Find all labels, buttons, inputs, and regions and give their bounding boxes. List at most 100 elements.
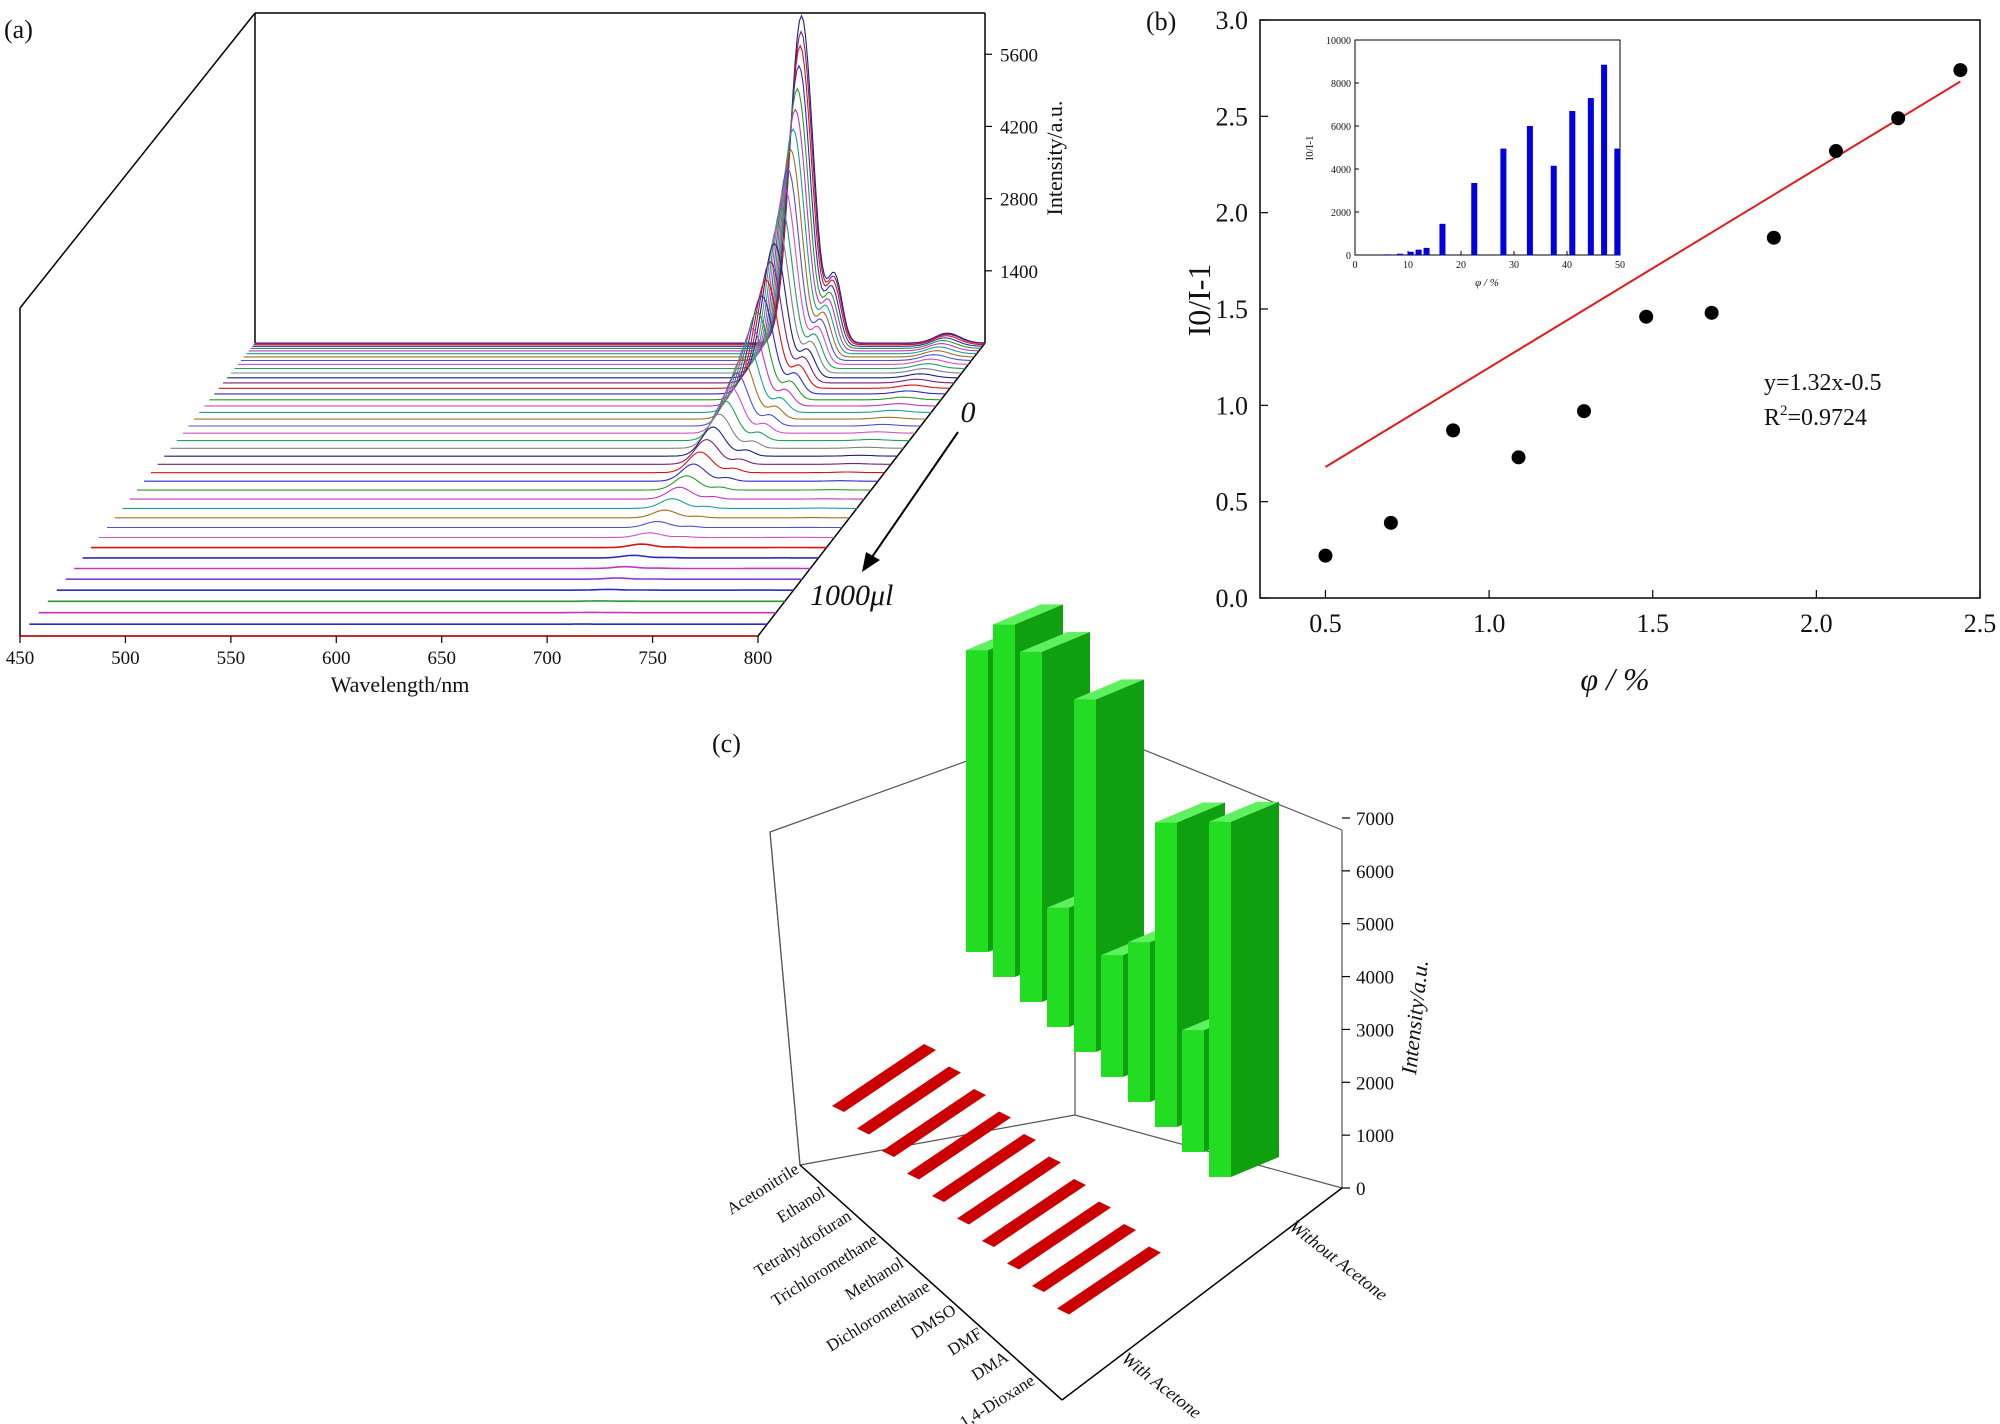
data-point [1446,423,1461,438]
bar-without-acetone [1155,822,1177,1127]
panel-c-series-label-with: With Acetone [1118,1348,1205,1422]
spectrum-curve [237,187,969,365]
bar-without-acetone [1209,821,1231,1177]
panel-b-equation: y=1.32x-0.5 [1764,370,1882,396]
spectrum-curve [65,577,802,581]
panel-a-curves [20,14,986,637]
z-tick-label: 3000 [1356,1020,1394,1041]
x-tick-label: 600 [322,648,351,669]
inset-bar [1601,64,1608,255]
x-tick-label: 1.0 [1473,609,1506,638]
bar-without-acetone [1047,907,1069,1027]
spectrum-curve [164,426,898,457]
bar-without-acetone [1182,1030,1204,1152]
spectrum-curve [227,242,958,379]
x-tick-label: 2.5 [1964,609,1997,638]
inset-y-tick-label: 8000 [1331,79,1351,90]
z-tick-label: 5600 [1000,45,1038,66]
panel-c-category-axis [799,1164,1063,1401]
spectrum-curve [107,520,842,529]
inset-y-tick-label: 2000 [1331,208,1351,219]
inset-bar [1500,148,1507,255]
spectrum-curve [199,343,932,413]
data-point [1639,309,1654,324]
bar-without-acetone [993,624,1015,977]
panel-a: (a) 450 500 550 600 650 700 750 800 1400 2800 420… [4,12,1067,697]
spectrum-curve [252,64,983,347]
data-point [1383,515,1398,530]
panel-b-label: (b) [1146,7,1176,36]
inset-x-tick-label: 40 [1562,260,1572,271]
z-tick-label: 5000 [1356,915,1394,936]
spectrum-curve [170,413,904,449]
inset-y-tick-label: 0 [1346,251,1351,262]
spectrum-curve [122,498,857,509]
z-tick-label: 4000 [1356,968,1394,989]
spectrum-curve [114,509,850,519]
x-tick-label: 500 [111,648,140,669]
y-tick-label: 0.0 [1216,584,1249,613]
inset-bar [1383,254,1390,255]
bar-with-acetone [932,1134,1036,1202]
data-point [1577,404,1591,419]
data-point [1318,548,1333,563]
inset-x-tick-label: 10 [1403,260,1413,271]
inset-bar [1407,251,1414,255]
panel-b-y-ticks: 0.0 0.5 1.0 1.5 2.0 2.5 3.0 [1216,6,1268,613]
spectrum-curve [223,260,955,384]
spectrum-curve [74,565,811,570]
z-tick-label: 1000 [1356,1126,1394,1147]
panel-b-points [1318,63,1968,563]
category-label: DMA [968,1347,1012,1385]
spectrum-curve [230,224,962,374]
bar-with-acetone [882,1089,986,1157]
x-tick-label: 2.0 [1800,609,1833,638]
spectrum-curve [157,439,891,465]
data-point [1766,230,1781,245]
z-tick-label: 6000 [1356,862,1394,883]
panel-b-inset-ticks: 0 2000 4000 6000 8000 10000 0 10 20 30 40 50 [1326,36,1625,271]
panel-a-label: (a) [4,15,33,44]
spectrum-curve [194,357,927,420]
y-tick-label: 0.5 [1216,488,1249,517]
panel-b-r-squared: R2=0.9724 [1764,403,1867,431]
bar-without-acetone-top [1209,801,1279,822]
x-tick-label: 800 [744,648,773,669]
z-tick-label: 2000 [1356,1073,1394,1094]
bar-without-acetone-top [1074,679,1144,700]
x-tick-label: 1.5 [1636,609,1669,638]
panel-c-z-ticks: 0 1000 2000 3000 4000 5000 6000 7000 [1342,809,1394,1200]
panel-c-series-label-without: Without Acetone [1286,1216,1391,1305]
category-label: Trichloromethane [768,1230,881,1310]
panel-b-fit-line [1324,80,1961,468]
y-tick-label: 1.0 [1216,391,1249,420]
bar-with-acetone [982,1179,1086,1247]
panel-c-series-axis [1061,1187,1343,1401]
inset-bar [1550,165,1557,255]
z-tick-label: 0 [1356,1179,1366,1200]
spectrum-curve [144,463,878,482]
spectrum-curve [250,87,981,349]
inset-bar [1526,126,1533,255]
inset-bar [1423,247,1430,255]
panel-c-label: (c) [712,729,741,758]
spectrum-curve [182,386,916,434]
inset-bar [1587,98,1594,255]
panel-b-inset-x-axis-title: φ / % [1475,277,1499,289]
data-point [1953,63,1968,78]
spectrum-curve [129,486,865,500]
y-tick-label: 2.0 [1216,199,1249,228]
panel-a-x-ticks: 450 500 550 600 650 700 750 800 [6,636,773,669]
bar-without-acetone-top [1020,631,1090,652]
x-tick-label: 550 [217,648,246,669]
bar-with-acetone [1007,1201,1111,1270]
bar-without-acetone-top [993,604,1063,625]
inset-x-tick-label: 20 [1456,260,1466,271]
bar-without-acetone [966,650,988,952]
spectrum-curve [209,311,941,401]
x-tick-label: 0.5 [1309,609,1342,638]
panel-a-z-axis-title: Intensity/a.u. [1042,101,1067,216]
